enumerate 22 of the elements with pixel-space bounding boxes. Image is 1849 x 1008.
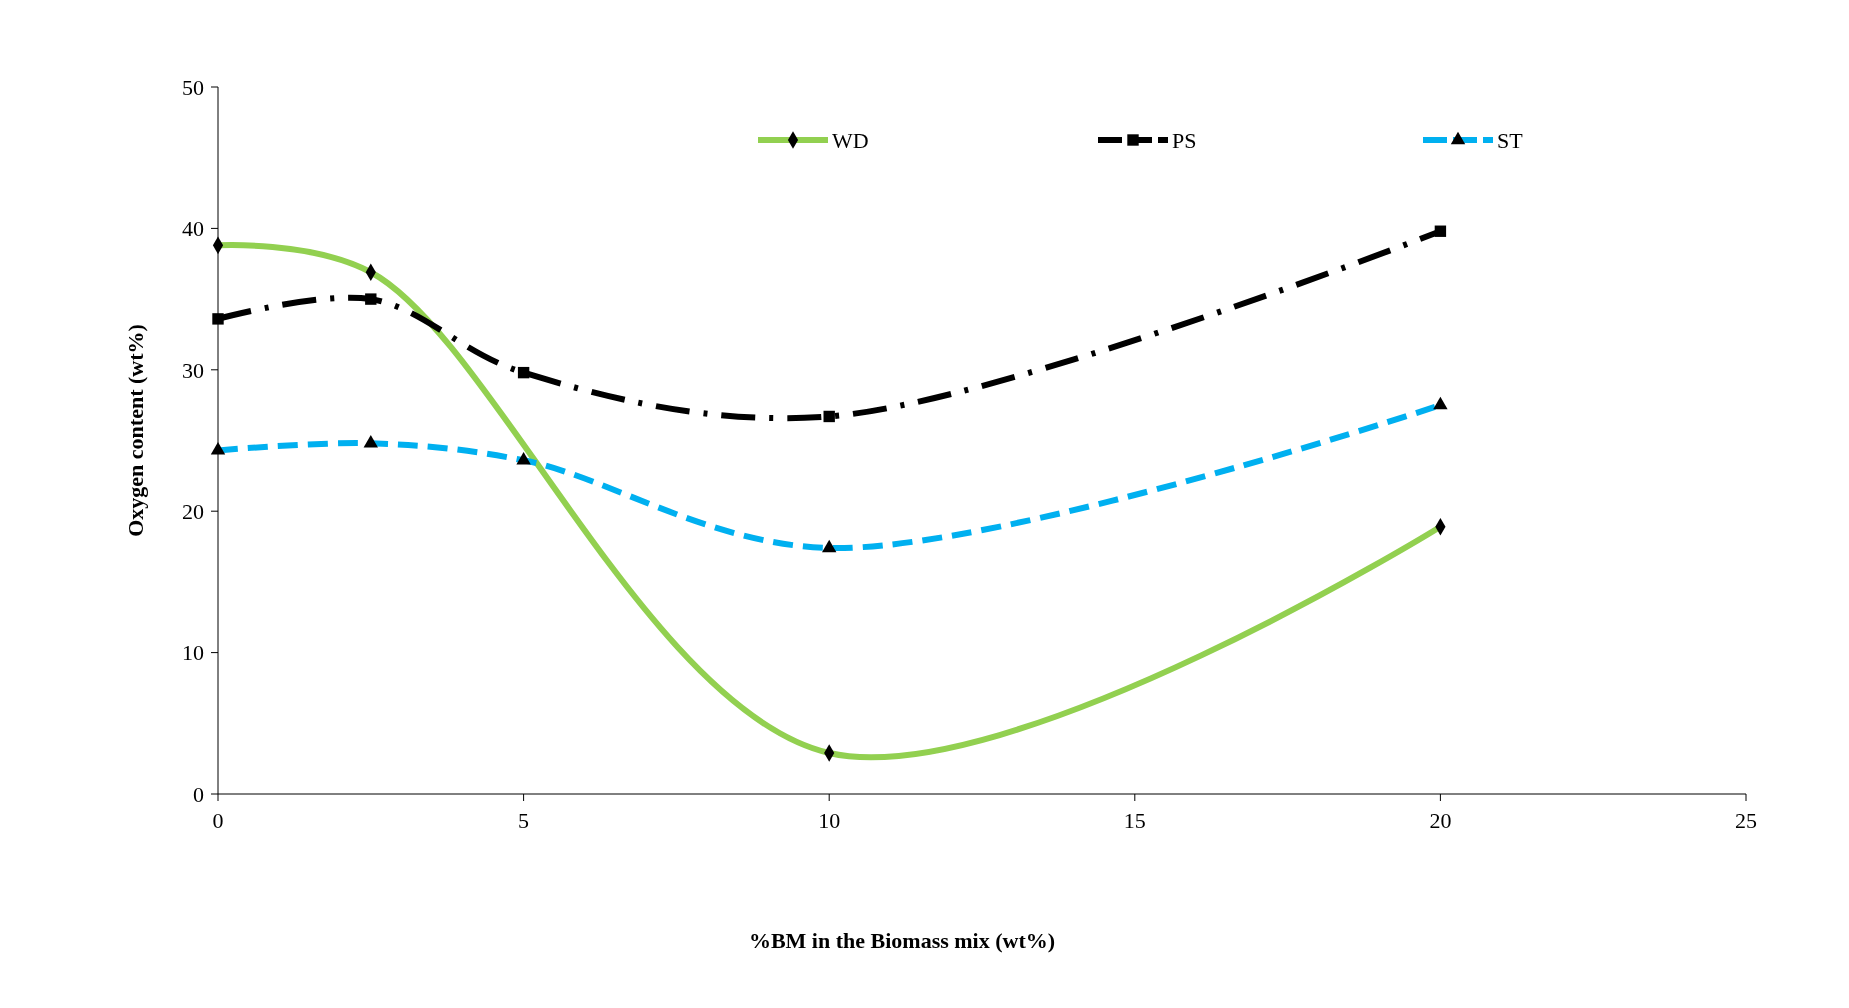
point — [212, 313, 224, 325]
legend-label: WD — [832, 127, 869, 153]
x-tick-label: 0 — [212, 808, 224, 833]
y-tick-label: 30 — [182, 357, 204, 383]
y-tick-label: 50 — [182, 74, 204, 100]
y-tick-label: 40 — [182, 216, 204, 242]
x-axis-title: %BM in the Biomass mix (wt%) — [748, 928, 1056, 953]
point — [823, 410, 835, 423]
y-axis-title: Oxygen content (wt%) — [123, 324, 148, 537]
x-tick-label: 15 — [1123, 808, 1146, 833]
point — [1434, 225, 1447, 237]
point — [517, 366, 530, 379]
x-tick-label: 25 — [1735, 808, 1757, 833]
y-tick-label: 0 — [193, 781, 204, 807]
x-tick-label: 10 — [818, 808, 841, 833]
x-tick-label: 5 — [518, 808, 530, 833]
point — [365, 293, 377, 305]
y-tick-label: 20 — [182, 498, 204, 524]
x-tick-label: 20 — [1429, 808, 1452, 833]
y-tick-label: 10 — [182, 640, 204, 666]
legend-label: PS — [1172, 127, 1197, 153]
legend-label: ST — [1497, 127, 1524, 153]
